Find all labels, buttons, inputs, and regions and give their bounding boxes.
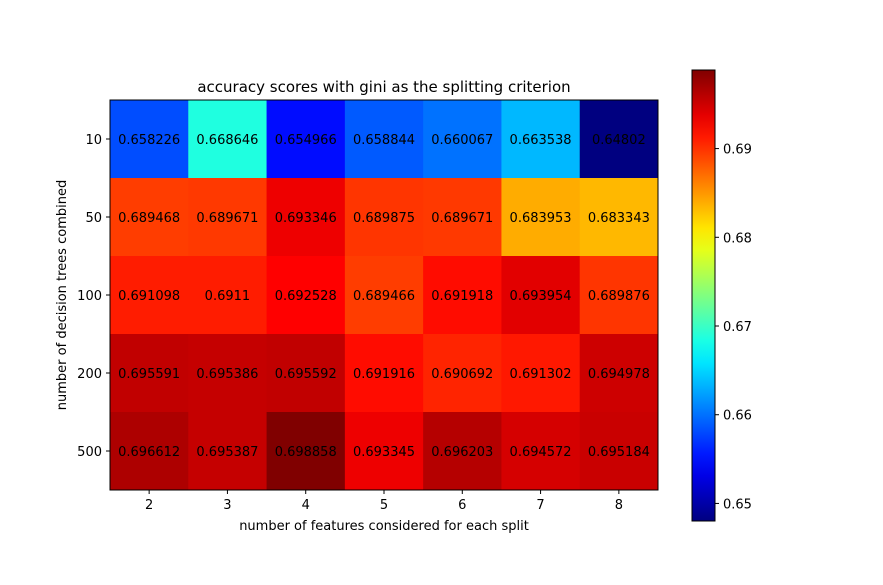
x-axis-ticks: 2 3 4 5 6 7 8 xyxy=(145,490,623,513)
cell-value-label: 0.691918 xyxy=(431,289,493,304)
heatmap-cell xyxy=(188,334,268,413)
heatmap-cell xyxy=(188,178,268,257)
heatmap-cell xyxy=(423,334,502,413)
y-tick-label: 50 xyxy=(85,211,102,226)
cell-value-label: 0.691302 xyxy=(510,367,572,382)
cell-value-label: 0.693345 xyxy=(353,445,415,460)
cell-value-label: 0.658226 xyxy=(118,133,180,148)
heatmap-cell xyxy=(110,178,189,257)
heatmap-cell xyxy=(423,178,502,257)
heatmap-cell xyxy=(110,100,189,179)
heatmap-cell xyxy=(501,100,581,179)
cell-value-label: 0.693954 xyxy=(510,289,572,304)
x-tick-label: 4 xyxy=(302,498,310,513)
x-tick-label: 6 xyxy=(458,498,466,513)
x-tick-label: 5 xyxy=(380,498,388,513)
colorbar-ticks: 0.65 0.66 0.67 0.68 0.69 xyxy=(715,143,752,512)
cell-value-label: 0.695184 xyxy=(588,445,650,460)
chart-title: accuracy scores with gini as the splitti… xyxy=(197,78,570,96)
cell-value-label: 0.695591 xyxy=(118,367,180,382)
heatmap-cell xyxy=(266,256,346,335)
heatmap-cell xyxy=(344,100,424,179)
cell-value-label: 0.695592 xyxy=(275,367,337,382)
x-axis-label: number of features considered for each s… xyxy=(239,519,529,534)
cell-value-label: 0.683953 xyxy=(510,211,572,226)
cell-value-label: 0.689875 xyxy=(353,211,415,226)
colorbar-tick-label: 0.66 xyxy=(723,409,752,424)
cell-value-label: 0.698858 xyxy=(275,445,337,460)
cell-value-label: 0.689468 xyxy=(118,211,180,226)
heatmap-cell xyxy=(344,412,424,491)
x-tick-label: 8 xyxy=(615,498,623,513)
heatmap-cell xyxy=(188,256,268,335)
cell-value-label: 0.64802 xyxy=(592,133,646,148)
heatmap-cell xyxy=(423,412,502,491)
cell-value-label: 0.689876 xyxy=(588,289,650,304)
heatmap-cell xyxy=(188,412,268,491)
cell-value-label: 0.694572 xyxy=(510,445,572,460)
heatmap-cells xyxy=(110,100,659,491)
cell-value-label: 0.663538 xyxy=(510,133,572,148)
cell-value-label: 0.691098 xyxy=(118,289,180,304)
colorbar-tick-label: 0.65 xyxy=(723,497,752,512)
heatmap-cell xyxy=(579,178,659,257)
cell-value-label: 0.660067 xyxy=(431,133,493,148)
y-tick-label: 10 xyxy=(85,133,102,148)
x-tick-label: 3 xyxy=(223,498,231,513)
y-tick-label: 200 xyxy=(77,367,102,382)
heatmap-cell xyxy=(266,412,346,491)
heatmap-cell xyxy=(579,412,659,491)
cell-value-label: 0.692528 xyxy=(275,289,337,304)
cell-value-label: 0.658844 xyxy=(353,133,415,148)
heatmap-cell xyxy=(266,100,346,179)
cell-value-label: 0.695387 xyxy=(196,445,258,460)
cell-value-label: 0.6911 xyxy=(205,289,251,304)
cell-value-label: 0.689671 xyxy=(431,211,493,226)
colorbar-tick-label: 0.67 xyxy=(723,320,752,335)
cell-value-label: 0.689466 xyxy=(353,289,415,304)
heatmap-cell xyxy=(266,178,346,257)
heatmap-cell xyxy=(110,334,189,413)
heatmap-cell xyxy=(423,100,502,179)
cell-value-label: 0.668646 xyxy=(196,133,258,148)
x-tick-label: 7 xyxy=(536,498,544,513)
cell-value-label: 0.690692 xyxy=(431,367,493,382)
cell-value-label: 0.695386 xyxy=(196,367,258,382)
cell-value-label: 0.696612 xyxy=(118,445,180,460)
heatmap-cell xyxy=(110,256,189,335)
heatmap-cell xyxy=(344,178,424,257)
y-axis-ticks: 10 50 100 200 500 xyxy=(77,133,110,460)
colorbar: 0.65 0.66 0.67 0.68 0.69 xyxy=(691,69,752,522)
colorbar-tick-label: 0.68 xyxy=(723,231,752,246)
heatmap-cell xyxy=(501,334,581,413)
heatmap-cell xyxy=(501,256,581,335)
colorbar-tick-label: 0.69 xyxy=(723,143,752,158)
heatmap-cell-labels: 0.658226 0.668646 0.654966 0.658844 0.660067… xyxy=(118,133,650,460)
colorbar-gradient xyxy=(691,69,716,522)
heatmap-cell xyxy=(579,334,659,413)
x-tick-label: 2 xyxy=(145,498,153,513)
cell-value-label: 0.691916 xyxy=(353,367,415,382)
cell-value-label: 0.696203 xyxy=(431,445,493,460)
heatmap-cell xyxy=(266,334,346,413)
heatmap-cell xyxy=(579,100,659,179)
heatmap-cell xyxy=(501,178,581,257)
heatmap-cell xyxy=(501,412,581,491)
cell-value-label: 0.689671 xyxy=(196,211,258,226)
cell-value-label: 0.694978 xyxy=(588,367,650,382)
heatmap-cell xyxy=(344,256,424,335)
cell-value-label: 0.654966 xyxy=(275,133,337,148)
heatmap-cell xyxy=(188,100,268,179)
y-tick-label: 100 xyxy=(77,289,102,304)
cell-value-label: 0.683343 xyxy=(588,211,650,226)
heatmap-cell xyxy=(344,334,424,413)
cell-value-label: 0.693346 xyxy=(275,211,337,226)
heatmap-cell xyxy=(110,412,189,491)
y-tick-label: 500 xyxy=(77,445,102,460)
heatmap-cell xyxy=(579,256,659,335)
heatmap-cell xyxy=(423,256,502,335)
y-axis-label: number of decision trees combined xyxy=(55,180,70,410)
